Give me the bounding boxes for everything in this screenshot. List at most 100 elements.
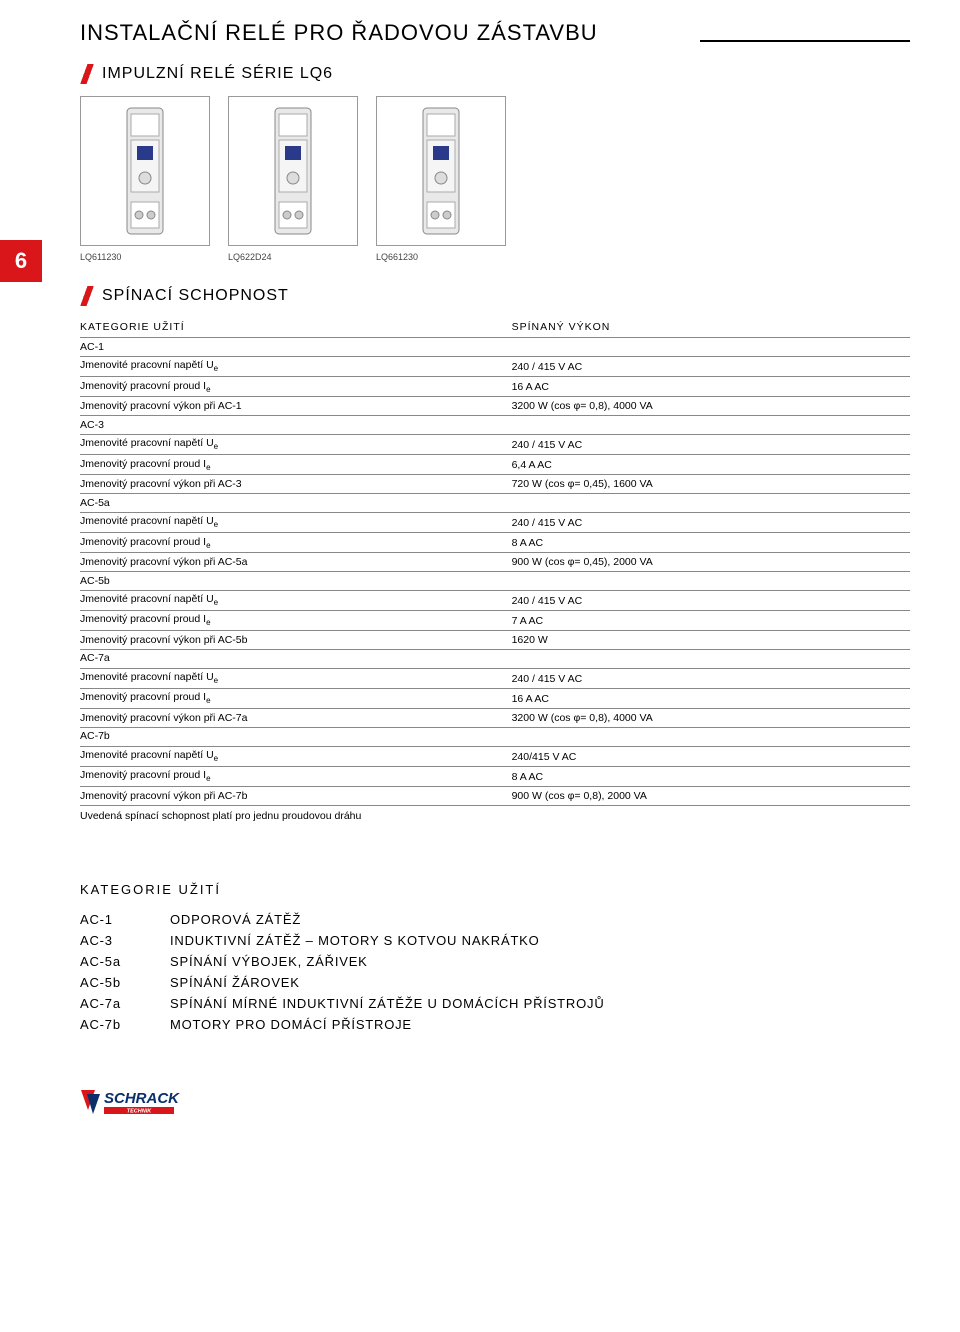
slash-icon — [80, 64, 94, 84]
spec-row-value: 900 W (cos φ= 0,8), 2000 VA — [512, 787, 910, 806]
spec-group-code: AC-7a — [80, 649, 910, 668]
spec-row-label: Jmenovité pracovní napětí Ue — [80, 356, 512, 376]
spec-group-row: AC-3 — [80, 416, 910, 435]
spec-row-value: 8 A AC — [512, 766, 910, 786]
categories-block: KATEGORIE UŽITÍ AC-1ODPOROVÁ ZÁTĚŽAC-3IN… — [80, 882, 910, 1035]
product-images-row — [80, 96, 910, 246]
spec-row-label: Jmenovité pracovní napětí Ue — [80, 512, 512, 532]
category-desc: ODPOROVÁ ZÁTĚŽ — [170, 909, 605, 930]
page-number-tab: 6 — [0, 240, 42, 282]
spec-row-value: 3200 W (cos φ= 0,8), 4000 VA — [512, 709, 910, 728]
spec-group-code: AC-5b — [80, 572, 910, 591]
categories-table: AC-1ODPOROVÁ ZÁTĚŽAC-3INDUKTIVNÍ ZÁTĚŽ –… — [80, 909, 605, 1035]
spec-row: Jmenovité pracovní napětí Ue240 / 415 V … — [80, 668, 910, 688]
spec-row: Jmenovité pracovní napětí Ue240 / 415 V … — [80, 434, 910, 454]
spec-row-value: 7 A AC — [512, 610, 910, 630]
spec-row: Jmenovitý pracovní proud Ie6,4 A AC — [80, 455, 910, 475]
spec-group-row: AC-5a — [80, 494, 910, 513]
spec-row: Jmenovité pracovní napětí Ue240/415 V AC — [80, 746, 910, 766]
spec-row-label: Jmenovitý pracovní proud Ie — [80, 455, 512, 475]
section2-heading: SPÍNACÍ SCHOPNOST — [80, 286, 910, 306]
category-code: AC-7a — [80, 993, 170, 1014]
product-captions: LQ611230 LQ622D24 LQ661230 — [80, 252, 910, 262]
spec-row-value: 240 / 415 V AC — [512, 434, 910, 454]
spec-table: KATEGORIE UŽITÍ SPÍNANÝ VÝKON AC-1Jmenov… — [80, 318, 910, 806]
spec-header-left: KATEGORIE UŽITÍ — [80, 318, 512, 338]
spec-row-value: 16 A AC — [512, 688, 910, 708]
spec-group-code: AC-3 — [80, 416, 910, 435]
relay-icon — [269, 106, 317, 236]
product-caption: LQ622D24 — [228, 252, 358, 262]
product-caption: LQ661230 — [376, 252, 506, 262]
category-code: AC-7b — [80, 1014, 170, 1035]
category-desc: SPÍNÁNÍ MÍRNÉ INDUKTIVNÍ ZÁTĚŽE U DOMÁCÍ… — [170, 993, 605, 1014]
category-desc: MOTORY PRO DOMÁCÍ PŘÍSTROJE — [170, 1014, 605, 1035]
spec-group-code: AC-1 — [80, 338, 910, 357]
spec-row: Jmenovité pracovní napětí Ue240 / 415 V … — [80, 590, 910, 610]
spec-row: Jmenovitý pracovní proud Ie8 A AC — [80, 766, 910, 786]
product-image — [80, 96, 210, 246]
spec-row-label: Jmenovitý pracovní výkon při AC-7b — [80, 787, 512, 806]
spec-row-value: 900 W (cos φ= 0,45), 2000 VA — [512, 553, 910, 572]
spec-row-label: Jmenovitý pracovní proud Ie — [80, 377, 512, 397]
category-code: AC-3 — [80, 930, 170, 951]
spec-row: Jmenovitý pracovní proud Ie16 A AC — [80, 688, 910, 708]
spec-row: Jmenovitý pracovní výkon při AC-13200 W … — [80, 397, 910, 416]
title-rule — [700, 40, 910, 42]
spec-row-label: Jmenovité pracovní napětí Ue — [80, 590, 512, 610]
section2-heading-text: SPÍNACÍ SCHOPNOST — [102, 287, 289, 305]
spec-group-row: AC-7a — [80, 649, 910, 668]
spec-row-label: Jmenovitý pracovní proud Ie — [80, 766, 512, 786]
category-desc: INDUKTIVNÍ ZÁTĚŽ – MOTORY S KOTVOU NAKRÁ… — [170, 930, 605, 951]
spec-row-label: Jmenovitý pracovní výkon při AC-5a — [80, 553, 512, 572]
spec-row-value: 1620 W — [512, 631, 910, 650]
slash-icon — [80, 286, 94, 306]
spec-row: Jmenovité pracovní napětí Ue240 / 415 V … — [80, 356, 910, 376]
spec-group-code: AC-5a — [80, 494, 910, 513]
spec-footnote: Uvedená spínací schopnost platí pro jedn… — [80, 806, 910, 822]
relay-icon — [417, 106, 465, 236]
spec-header-right: SPÍNANÝ VÝKON — [512, 318, 910, 338]
spec-row-label: Jmenovité pracovní napětí Ue — [80, 434, 512, 454]
categories-title: KATEGORIE UŽITÍ — [80, 882, 910, 897]
spec-row-value: 3200 W (cos φ= 0,8), 4000 VA — [512, 397, 910, 416]
spec-row-label: Jmenovité pracovní napětí Ue — [80, 668, 512, 688]
spec-row-value: 240/415 V AC — [512, 746, 910, 766]
spec-row-value: 240 / 415 V AC — [512, 512, 910, 532]
spec-group-row: AC-7b — [80, 727, 910, 746]
spec-row-label: Jmenovitý pracovní proud Ie — [80, 688, 512, 708]
spec-row-value: 6,4 A AC — [512, 455, 910, 475]
spec-row-value: 240 / 415 V AC — [512, 590, 910, 610]
spec-row-label: Jmenovité pracovní napětí Ue — [80, 746, 512, 766]
relay-icon — [121, 106, 169, 236]
category-row: AC-1ODPOROVÁ ZÁTĚŽ — [80, 909, 605, 930]
section1-heading-text: IMPULZNÍ RELÉ SÉRIE LQ6 — [102, 65, 333, 83]
spec-row-value: 720 W (cos φ= 0,45), 1600 VA — [512, 475, 910, 494]
spec-group-code: AC-7b — [80, 727, 910, 746]
product-caption: LQ611230 — [80, 252, 210, 262]
spec-row-value: 8 A AC — [512, 533, 910, 553]
spec-row: Jmenovitý pracovní výkon při AC-5a900 W … — [80, 553, 910, 572]
category-code: AC-5b — [80, 972, 170, 993]
spec-row-value: 240 / 415 V AC — [512, 356, 910, 376]
category-row: AC-7aSPÍNÁNÍ MÍRNÉ INDUKTIVNÍ ZÁTĚŽE U D… — [80, 993, 605, 1014]
spec-row-value: 240 / 415 V AC — [512, 668, 910, 688]
spec-row: Jmenovitý pracovní výkon při AC-3720 W (… — [80, 475, 910, 494]
spec-row-label: Jmenovitý pracovní výkon při AC-7a — [80, 709, 512, 728]
product-image — [376, 96, 506, 246]
spec-row: Jmenovitý pracovní proud Ie16 A AC — [80, 377, 910, 397]
category-code: AC-1 — [80, 909, 170, 930]
category-code: AC-5a — [80, 951, 170, 972]
category-row: AC-7bMOTORY PRO DOMÁCÍ PŘÍSTROJE — [80, 1014, 605, 1035]
spec-row: Jmenovitý pracovní výkon při AC-7b900 W … — [80, 787, 910, 806]
spec-row-label: Jmenovitý pracovní výkon při AC-1 — [80, 397, 512, 416]
section1-heading: IMPULZNÍ RELÉ SÉRIE LQ6 — [80, 64, 910, 84]
spec-row-label: Jmenovitý pracovní proud Ie — [80, 610, 512, 630]
schrack-logo-icon: SCHRACK TECHNIK — [80, 1085, 190, 1121]
spec-group-row: AC-5b — [80, 572, 910, 591]
category-row: AC-5bSPÍNÁNÍ ŽÁROVEK — [80, 972, 605, 993]
category-row: AC-5aSPÍNÁNÍ VÝBOJEK, ZÁŘIVEK — [80, 951, 605, 972]
spec-row: Jmenovitý pracovní výkon při AC-7a3200 W… — [80, 709, 910, 728]
category-row: AC-3INDUKTIVNÍ ZÁTĚŽ – MOTORY S KOTVOU N… — [80, 930, 605, 951]
category-desc: SPÍNÁNÍ ŽÁROVEK — [170, 972, 605, 993]
